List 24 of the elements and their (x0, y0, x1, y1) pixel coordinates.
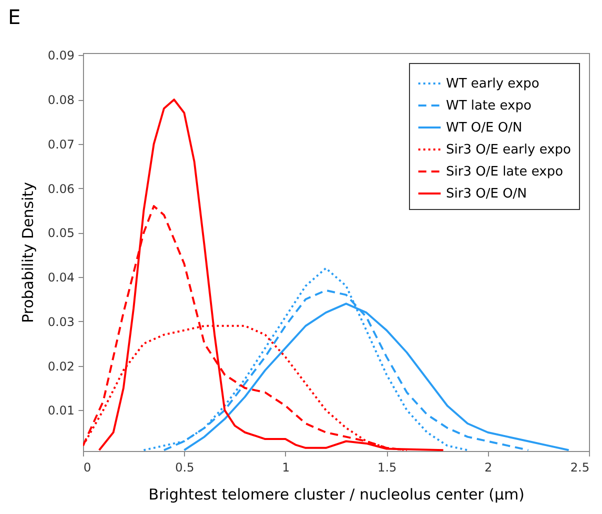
legend-label: WT early expo (446, 76, 540, 92)
x-tick-label: 2 (484, 460, 492, 474)
legend-label: Sir3 O/E late expo (446, 164, 564, 180)
y-tick-label: 0.04 (48, 270, 74, 285)
text: E (8, 5, 21, 29)
y-tick-label: 0.09 (48, 48, 74, 63)
x-tick-label: 1 (282, 460, 290, 474)
y-axis-title: Probability Density (18, 182, 37, 324)
legend-label: WT O/E O/N (446, 120, 522, 136)
legend-label: WT late expo (446, 98, 532, 114)
x-axis-title: Brightest telomere cluster / nucleolus center (µm) (148, 486, 524, 504)
y-tick-label: 0.05 (48, 226, 74, 240)
y-tick-label: 0.06 (48, 182, 74, 196)
x-tick-label: 2.5 (570, 460, 590, 474)
legend-label: Sir3 O/E early expo (446, 142, 572, 158)
y-tick-label: 0.03 (48, 314, 74, 329)
y-tick-label: 0.01 (48, 404, 74, 418)
y-tick-label: 0.08 (48, 93, 74, 108)
x-tick-label: 1.5 (378, 460, 397, 474)
x-tick-label: 0 (84, 460, 92, 474)
x-tick-label: 0.5 (175, 460, 194, 474)
y-tick-label: 0.07 (48, 137, 74, 152)
legend-label: Sir3 O/E O/N (446, 186, 527, 202)
y-tick-label: 0.02 (48, 359, 74, 374)
